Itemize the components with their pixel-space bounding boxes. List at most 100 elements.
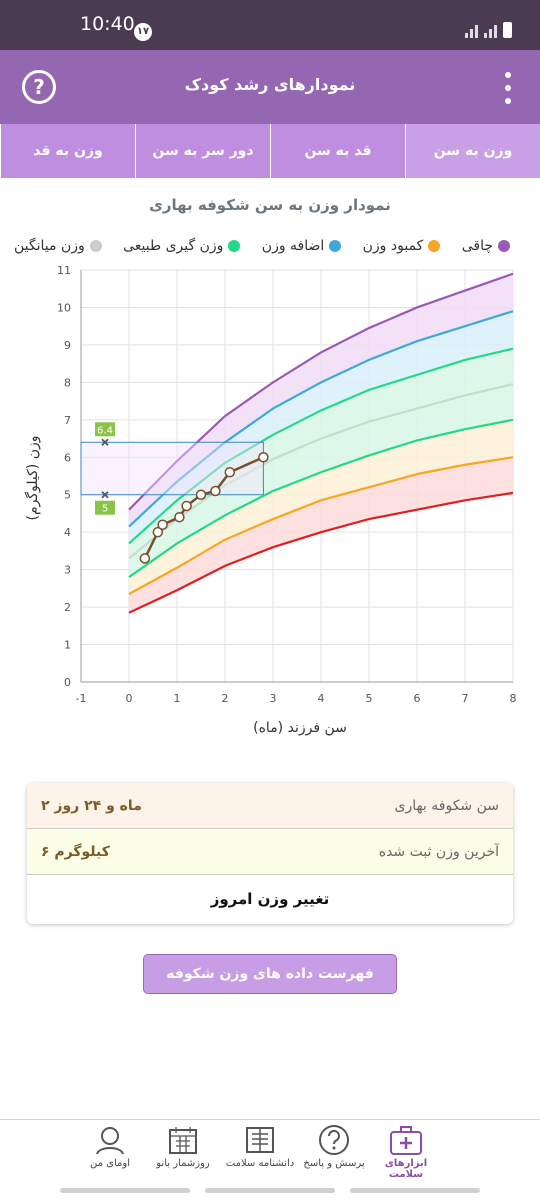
x-tick-label: 1 — [174, 692, 181, 705]
signal-icon-2 — [484, 25, 497, 38]
encyclopedia-icon — [246, 1127, 274, 1153]
chart-tabs: وزن به سن قد به سن دور سر به سن وزن به ق… — [0, 124, 540, 178]
band-fill-overweight — [129, 311, 513, 544]
nav-label: پرسش و پاسخ — [303, 1158, 365, 1169]
more-dot-icon — [505, 98, 511, 104]
system-nav-left[interactable] — [60, 1188, 190, 1193]
curve-overweight — [128, 310, 514, 528]
marker-label: 6.4 — [97, 425, 113, 436]
help-button[interactable]: ? — [22, 70, 56, 104]
curve-normal-lower — [128, 418, 514, 579]
x-tick-label: 6 — [414, 692, 421, 705]
weight-list-button[interactable]: فهرست داده های وزن شکوفه بهاری — [143, 954, 397, 1020]
tab-head-circumference[interactable]: دور سر به سن — [135, 124, 270, 178]
legend-item-normal[interactable]: وزن گیری طبیعی — [123, 238, 241, 254]
nav-health-tools[interactable]: ابزارهای سلامت — [368, 1124, 444, 1180]
battery-icon — [503, 22, 512, 38]
y-tick-label: 4 — [64, 526, 71, 539]
child-weight-point — [210, 485, 221, 497]
nav-questions[interactable]: پرسش و پاسخ — [296, 1124, 372, 1169]
medical-kit-icon — [390, 1126, 422, 1155]
marker-badge — [95, 500, 115, 515]
band-fill-obese — [129, 273, 513, 527]
x-tick-label: 0 — [126, 692, 133, 705]
y-tick-label: 0 — [64, 676, 71, 689]
tab-weight-for-height[interactable]: وزن به قد — [0, 124, 135, 178]
x-tick-label: 4 — [318, 692, 325, 705]
x-tick-label: 7 — [462, 692, 469, 705]
status-icons — [465, 22, 512, 38]
child-weight-point — [174, 511, 185, 523]
curve-obese — [128, 272, 514, 511]
tab-weight-for-age[interactable]: وزن به سن — [405, 124, 540, 178]
question-icon — [319, 1125, 349, 1155]
weight-for-age-chart: -1 0 1 2 3 4 5 6 7 8 0 1 2 3 4 5 6 7 8 9 10 11 6.4 5 — [57, 264, 517, 705]
marker-label: 5 — [102, 504, 108, 515]
y-tick-label: 11 — [57, 264, 71, 277]
legend-dot-icon — [228, 240, 241, 252]
nav-calendar[interactable]: روزشمار بانو — [145, 1124, 221, 1169]
legend-item-overweight[interactable]: اضافه وزن — [262, 238, 342, 254]
nav-label: ابزارهای سلامت — [384, 1158, 428, 1180]
chart-legend: چاقی کمبود وزن اضافه وزن وزن گیری طبیعی … — [14, 238, 510, 254]
legend-dot-icon — [428, 240, 441, 252]
legend-label: چاقی — [461, 238, 493, 254]
weight-row: آخرین وزن ثبت شده ۶ کیلوگرم — [27, 829, 513, 875]
bottom-nav: ابزارهای سلامت پرسش و پاسخ دانشنامه سلام… — [0, 1119, 540, 1181]
child-weight-point — [258, 452, 269, 463]
system-nav-home[interactable] — [205, 1188, 335, 1193]
child-info-card: سن شکوفه بهاری ۲ ماه و ۲۴ روز آخرین وزن … — [27, 783, 513, 924]
curve-average — [128, 383, 514, 560]
x-tick-label: 3 — [270, 692, 277, 705]
legend-label: کمبود وزن — [362, 238, 424, 254]
child-weight-point — [152, 526, 164, 538]
age-value: ۲ ماه و ۲۴ روز — [41, 797, 142, 814]
calendar-icon — [169, 1127, 197, 1154]
app-bar: ? نمودارهای رشد کودک — [0, 50, 540, 124]
band-fill-normal-upper — [129, 348, 513, 559]
legend-item-underweight[interactable]: کمبود وزن — [363, 238, 441, 254]
curve-severe — [128, 491, 514, 614]
band-fill-normal-lower — [129, 419, 513, 594]
child-weight-point — [224, 467, 236, 478]
band-fill-average — [129, 384, 513, 578]
y-tick-label: 2 — [64, 601, 71, 614]
weight-label: آخرین وزن ثبت شده — [378, 843, 499, 860]
tab-height-for-age[interactable]: قد به سن — [270, 124, 405, 178]
system-nav-back[interactable] — [350, 1188, 480, 1193]
marker-x-icon — [101, 491, 109, 499]
status-time: 10:40 — [80, 13, 135, 35]
legend-label: اضافه وزن — [261, 238, 325, 254]
legend-item-average[interactable]: وزن میانگین — [14, 238, 102, 254]
legend-dot-icon — [89, 240, 102, 252]
legend-dot-icon — [329, 240, 342, 252]
y-axis-label: وزن (کیلوگرم) — [25, 435, 41, 521]
y-tick-label: 3 — [64, 564, 71, 577]
y-tick-label: 1 — [64, 639, 71, 652]
child-weight-point — [139, 553, 151, 564]
legend-label: وزن میانگین — [14, 238, 85, 254]
legend-item-obese[interactable]: چاقی — [462, 238, 510, 254]
profile-icon — [96, 1127, 124, 1155]
x-axis-label: سن فرزند (ماه) — [253, 720, 347, 736]
child-weight-point — [157, 519, 168, 530]
nav-profile[interactable]: اومای من — [72, 1124, 148, 1169]
x-tick-label: -1 — [76, 692, 87, 705]
y-tick-label: 7 — [64, 414, 71, 427]
curve-underweight — [128, 456, 514, 595]
notification-badge: ۱۷ — [134, 23, 152, 41]
change-weight-button[interactable]: تغییر وزن امروز — [210, 890, 330, 908]
x-tick-label: 8 — [510, 692, 517, 705]
nav-label: اومای من — [90, 1158, 130, 1169]
y-tick-label: 5 — [64, 489, 71, 502]
y-tick-label: 6 — [64, 451, 71, 464]
y-tick-label: 9 — [64, 339, 71, 352]
curve-normal-upper — [128, 347, 514, 545]
nav-encyclopedia[interactable]: دانشنامه سلامت — [222, 1124, 298, 1169]
status-bar: 10:40 ۱۷ — [0, 0, 540, 50]
x-tick-label: 5 — [366, 692, 373, 705]
band-fill-underweight — [129, 457, 513, 613]
more-menu-button[interactable] — [504, 72, 512, 104]
legend-label: وزن گیری طبیعی — [123, 238, 224, 254]
weight-value: ۶ کیلوگرم — [41, 843, 110, 860]
